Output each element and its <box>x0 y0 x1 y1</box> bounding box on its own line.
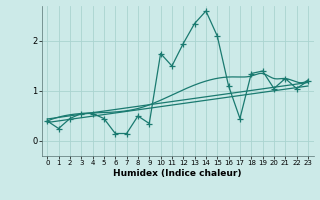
X-axis label: Humidex (Indice chaleur): Humidex (Indice chaleur) <box>113 169 242 178</box>
